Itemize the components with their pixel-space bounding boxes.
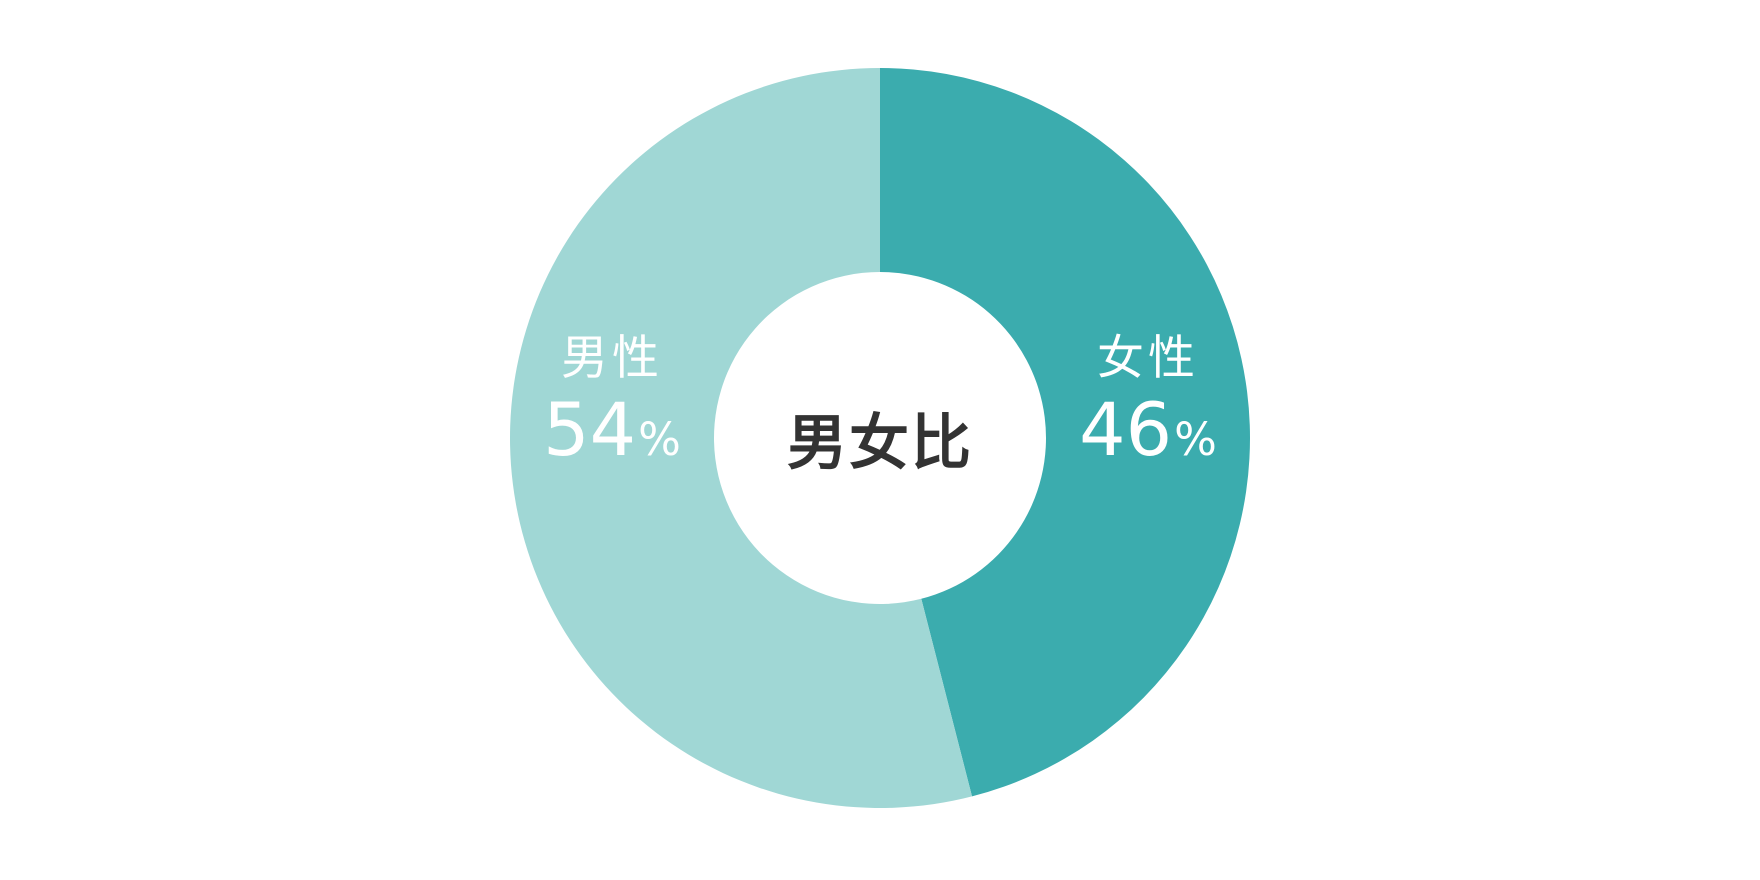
donut-slice-女性 bbox=[880, 68, 1251, 797]
donut-slice-男性 bbox=[510, 68, 973, 808]
